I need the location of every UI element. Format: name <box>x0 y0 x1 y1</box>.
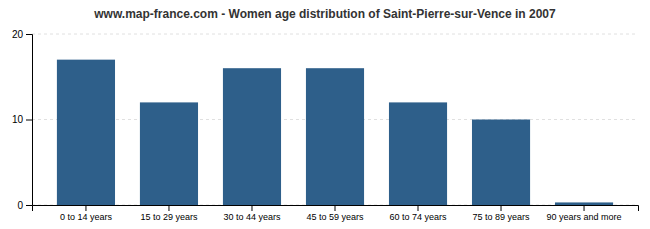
tick: 20 <box>12 29 32 40</box>
tick-mark <box>26 34 32 35</box>
tick-mark <box>501 205 502 211</box>
tick-mark <box>584 205 585 211</box>
bar <box>306 68 364 205</box>
axis-line <box>33 206 639 212</box>
tick-label: 60 to 74 years <box>389 212 447 222</box>
chart: www.map-france.com - Women age distribut… <box>0 0 650 229</box>
grid <box>32 34 638 205</box>
tick-label: 10 <box>12 114 24 125</box>
tick-label: 75 to 89 years <box>473 212 531 222</box>
tick-mark <box>85 205 86 211</box>
tick-label: 15 to 29 years <box>140 212 198 222</box>
bar <box>389 102 447 205</box>
plot: 0 10 20 0 to 14 years 15 to 29 years 30 to 44… <box>12 29 639 223</box>
x-axis: 0 to 14 years 15 to 29 years 30 to 44 year… <box>33 205 639 222</box>
tick-label: 90 years and more <box>547 212 622 222</box>
tick-mark <box>26 205 32 206</box>
tick-mark <box>26 120 32 121</box>
bar <box>555 202 613 205</box>
bar <box>472 120 530 206</box>
tick: 75 to 89 years <box>473 205 531 222</box>
tick-label: 0 to 14 years <box>60 212 113 222</box>
tick-label: 20 <box>12 29 24 40</box>
bar <box>140 102 198 205</box>
tick: 0 <box>17 200 32 211</box>
bar <box>223 68 281 205</box>
tick-mark <box>251 205 252 211</box>
tick: 60 to 74 years <box>389 205 447 222</box>
tick-mark <box>418 205 419 211</box>
tick: 45 to 59 years <box>306 205 364 222</box>
y-axis: 0 10 20 <box>12 29 33 211</box>
tick-label: 30 to 44 years <box>223 212 281 222</box>
tick-label: 45 to 59 years <box>306 212 364 222</box>
grid-line <box>32 34 638 35</box>
bars <box>57 60 613 205</box>
tick: 30 to 44 years <box>223 205 281 222</box>
axis-line <box>26 35 33 206</box>
bar <box>57 60 115 205</box>
tick: 90 years and more <box>547 205 622 222</box>
tick: 15 to 29 years <box>140 205 198 222</box>
title: www.map-france.com - Women age distribut… <box>93 7 556 21</box>
tick: 10 <box>12 114 32 125</box>
tick-mark <box>168 205 169 211</box>
tick-mark <box>335 205 336 211</box>
tick: 0 to 14 years <box>60 205 113 222</box>
tick-label: 0 <box>17 200 23 211</box>
